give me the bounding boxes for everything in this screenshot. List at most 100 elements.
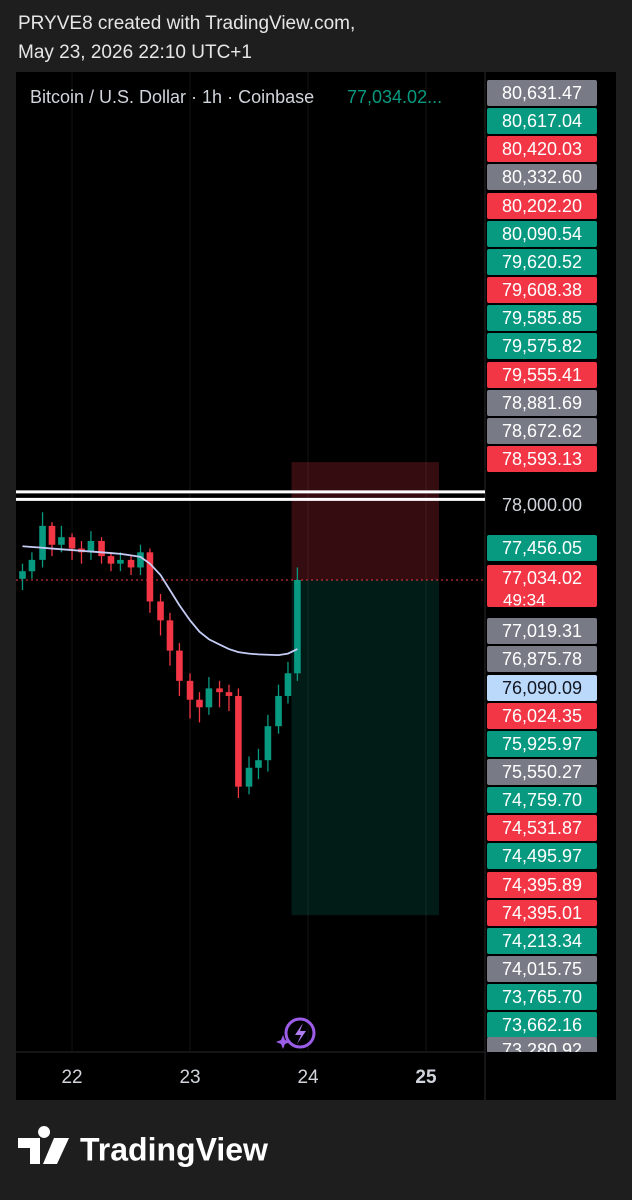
candle-body <box>235 695 242 787</box>
price-label: 79,608.38 <box>502 280 582 300</box>
price-label: 78,593.13 <box>502 449 582 469</box>
candle-body <box>68 537 76 549</box>
price-label-box <box>487 731 597 757</box>
candle-body <box>87 540 95 553</box>
candle-body <box>137 552 144 568</box>
price-label: 74,015.75 <box>502 959 582 979</box>
price-label: 76,024.35 <box>502 706 582 726</box>
price-label-box <box>487 193 597 219</box>
candle-body <box>176 650 183 681</box>
price-label: 75,925.97 <box>502 734 582 754</box>
price-label-box <box>487 1012 597 1038</box>
price-label-box <box>487 787 597 813</box>
price-label: 74,495.97 <box>502 846 582 866</box>
price-label: 75,550.27 <box>502 762 582 782</box>
x-tick-label: 24 <box>297 1067 319 1088</box>
price-label-box <box>487 956 597 982</box>
price-label: 80,617.04 <box>502 111 582 131</box>
price-label-box <box>487 164 597 190</box>
price-label-box <box>487 221 597 247</box>
candle-body <box>58 537 65 545</box>
candle-body <box>284 673 292 696</box>
price-label-box <box>487 535 597 561</box>
price-label: 77,456.05 <box>502 538 582 558</box>
price-label-box <box>487 418 597 444</box>
header-line: PRYVE8 created with TradingView.com, <box>18 13 355 34</box>
candle-body <box>264 726 272 761</box>
price-label-box <box>487 900 597 926</box>
price-label-box <box>487 646 597 672</box>
price-label: 79,555.41 <box>502 365 582 385</box>
price-label-box <box>487 815 597 841</box>
price-label: 80,202.20 <box>502 196 582 216</box>
chart-title: Bitcoin / U.S. Dollar · 1h · Coinbase <box>30 87 314 107</box>
price-label-box <box>487 492 597 518</box>
price-label-box <box>487 80 597 106</box>
price-label: 77,034.02 <box>502 568 582 588</box>
brand-name: TradingView <box>80 1131 268 1167</box>
price-label: 73,280.92 <box>502 1040 582 1060</box>
price-label-box <box>487 446 597 472</box>
price-label-box <box>487 928 597 954</box>
price-label: 78,000.00 <box>502 495 582 515</box>
candle-body <box>117 559 124 564</box>
price-label-box <box>487 277 597 303</box>
price-label: 80,420.03 <box>502 139 582 159</box>
price-label-box <box>487 362 597 388</box>
candle-body <box>107 556 115 564</box>
candle-body <box>186 680 194 700</box>
price-label-box <box>487 759 597 785</box>
price-label-box <box>487 108 597 134</box>
price-label-box <box>487 305 597 331</box>
candle-body <box>255 760 262 768</box>
price-label: 73,765.70 <box>502 987 582 1007</box>
candle-body <box>48 525 56 545</box>
candle-body <box>157 601 164 621</box>
x-tick-label: 25 <box>415 1067 437 1088</box>
price-scale: 80,631.47 80,617.04 80,420.03 80,332.60 80,2… <box>487 80 597 1060</box>
price-label: 73,662.16 <box>502 1015 582 1035</box>
price-label: 76,875.78 <box>502 649 582 669</box>
price-label-box <box>487 675 597 701</box>
candle-body <box>98 540 105 557</box>
candle-body <box>28 559 36 572</box>
price-label: 80,332.60 <box>502 167 582 187</box>
target-zone <box>291 579 439 916</box>
candle-body <box>245 767 253 787</box>
candle-body <box>39 525 46 560</box>
price-label: 78,672.62 <box>502 421 582 441</box>
candle-body <box>127 559 135 568</box>
price-label: 74,395.89 <box>502 875 582 895</box>
candle-body <box>166 620 174 651</box>
price-label-box <box>487 565 597 607</box>
price-label: 74,759.70 <box>502 790 582 810</box>
candle-body <box>19 571 26 579</box>
x-tick-label: 23 <box>179 1067 200 1088</box>
price-label-box <box>487 136 597 162</box>
price-label: 80,631.47 <box>502 83 582 103</box>
price-label: 78,881.69 <box>502 393 582 413</box>
candle-body <box>225 692 233 696</box>
price-label: 74,213.34 <box>502 931 582 951</box>
price-label: 74,395.01 <box>502 903 582 923</box>
candle-body <box>216 688 223 693</box>
price-label: 80,090.54 <box>502 224 582 244</box>
candle-body <box>205 688 213 708</box>
price-label: 74,531.87 <box>502 818 582 838</box>
candle-body <box>275 695 282 727</box>
plot <box>16 72 485 1052</box>
price-label-box <box>487 703 597 729</box>
moving-average <box>22 545 298 657</box>
legend-price: 77,034.02... <box>347 87 442 107</box>
assistant-icon <box>276 1017 316 1049</box>
price-label-box <box>487 333 597 359</box>
price-label-box <box>487 618 597 644</box>
price-label: 79,620.52 <box>502 252 582 272</box>
candle-body <box>146 552 154 602</box>
x-tick-label: 22 <box>61 1067 82 1088</box>
price-label: 79,585.85 <box>502 308 582 328</box>
stop-zone <box>291 462 439 580</box>
price-label-box <box>487 249 597 275</box>
